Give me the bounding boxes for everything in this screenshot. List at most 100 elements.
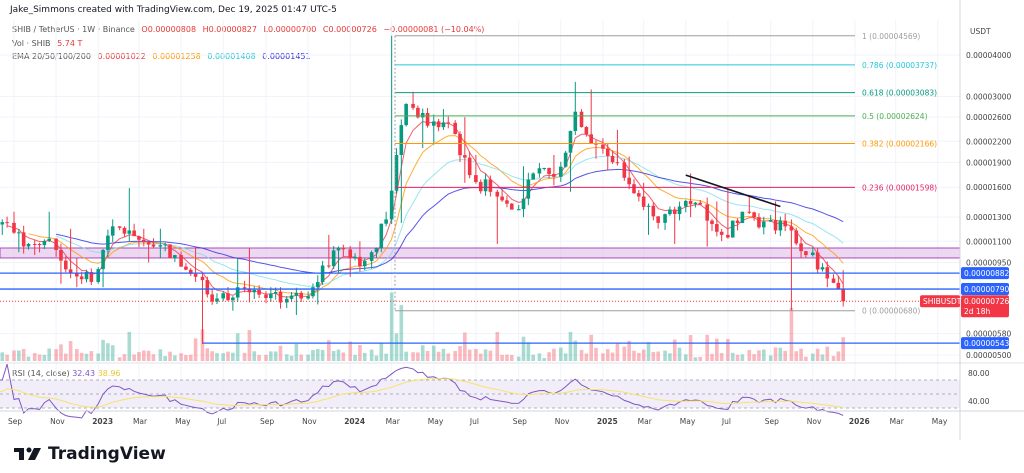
candle (483, 173, 488, 196)
candle-body (289, 295, 294, 299)
fib-level-label: 1 (0.00004569) (862, 32, 920, 41)
volume-value: 5.74 T (57, 38, 83, 48)
candle (264, 291, 268, 304)
volume-bar (705, 334, 709, 361)
candle (568, 130, 573, 192)
candle-body (804, 251, 808, 256)
price-tag-label: 0.00000543 (964, 339, 1010, 348)
volume-bar (205, 348, 210, 361)
candle-body (273, 292, 278, 294)
candle-body (646, 205, 651, 207)
candle (205, 276, 210, 298)
candle-body (242, 287, 247, 289)
candle-body (200, 276, 205, 281)
volume-bar (579, 349, 584, 361)
candle (579, 109, 584, 128)
volume-bar (747, 349, 752, 361)
candle-body (63, 260, 68, 270)
volume-bar (63, 353, 68, 361)
candle (668, 206, 672, 216)
candle-body (348, 249, 353, 259)
volume-bar (358, 345, 362, 361)
candle-body (168, 244, 172, 258)
candle-body (698, 202, 703, 205)
candle-body (458, 133, 462, 156)
candle (96, 267, 101, 284)
candle (411, 91, 415, 110)
candle-body (84, 271, 89, 280)
candle (200, 273, 205, 344)
volume-bar (59, 344, 63, 361)
volume-bar (374, 355, 379, 361)
price-axis-unit: USDT (970, 27, 991, 36)
candle-body (299, 292, 304, 299)
volume-bar (399, 305, 404, 361)
volume-bar (122, 354, 127, 361)
candle-body (601, 144, 605, 149)
volume-bar (89, 351, 94, 361)
volume-bar (179, 353, 183, 361)
candle (59, 243, 63, 284)
candle-body (820, 267, 825, 270)
volume-bar (163, 356, 167, 361)
volume-legend[interactable]: Vol · SHIB 5.74 T (12, 37, 488, 51)
candle-body (193, 273, 198, 277)
volume-bar (641, 349, 646, 361)
price-tag (961, 337, 1009, 350)
candle-body (247, 288, 252, 293)
volume-bar (500, 354, 504, 361)
volume-bar (467, 349, 472, 361)
volume-bar (516, 356, 521, 361)
candle-body (404, 103, 408, 126)
volume-bar (478, 353, 483, 361)
candle-body (184, 266, 188, 270)
volume-bar (668, 353, 672, 361)
candle (757, 213, 761, 229)
candle-body (495, 191, 500, 197)
volume-bar (719, 353, 724, 361)
candle (122, 226, 127, 237)
candle (615, 129, 620, 166)
candle (12, 211, 16, 234)
candle-body (509, 203, 514, 210)
volume-bar (811, 353, 815, 361)
time-tick-label: Sep (8, 417, 22, 426)
volume-bar (278, 345, 283, 361)
candle-body (59, 249, 63, 261)
candle-body (47, 238, 52, 241)
price-tag-label: 0.00000882 (964, 269, 1010, 278)
volume-bar (394, 333, 399, 361)
volume-bar (158, 349, 163, 361)
candle-body (715, 224, 719, 232)
candle (478, 179, 483, 194)
volume-bar (247, 330, 252, 361)
candle (526, 172, 531, 206)
tradingview-logo[interactable]: TradingView (14, 444, 166, 464)
candle-body (358, 256, 362, 267)
volume-bar (315, 349, 320, 361)
candle (374, 247, 379, 258)
candle (547, 167, 551, 179)
price-chart[interactable]: 1 (0.00004569) 0.786 (0.00003737) 0.618 (0… (0, 0, 1024, 440)
price-tick-label: 0.00002200 (966, 137, 1012, 146)
candle (463, 117, 467, 183)
candle (505, 195, 509, 208)
symbol-tag (920, 295, 960, 308)
brand-name: TradingView (48, 444, 166, 464)
ema-legend[interactable]: EMA 20/50/100/200 0.00001022 0.00001258 … (12, 50, 488, 64)
volume-bar (289, 355, 294, 361)
open-value: O0.00000808 (141, 25, 197, 34)
candle (168, 244, 172, 259)
volume-bar (84, 353, 89, 361)
volume-bar (441, 348, 446, 361)
candle (127, 188, 132, 242)
high-value: H0.00000827 (202, 25, 257, 34)
candle-body (284, 298, 289, 303)
candle (158, 228, 163, 258)
volume-bar (789, 307, 794, 361)
rsi-legend[interactable]: RSI (14, close) 32.43 38.96 (12, 369, 121, 378)
candle-body (252, 289, 257, 293)
candle (231, 296, 235, 311)
candle (559, 161, 563, 182)
time-tick-label: 2024 (344, 417, 365, 426)
